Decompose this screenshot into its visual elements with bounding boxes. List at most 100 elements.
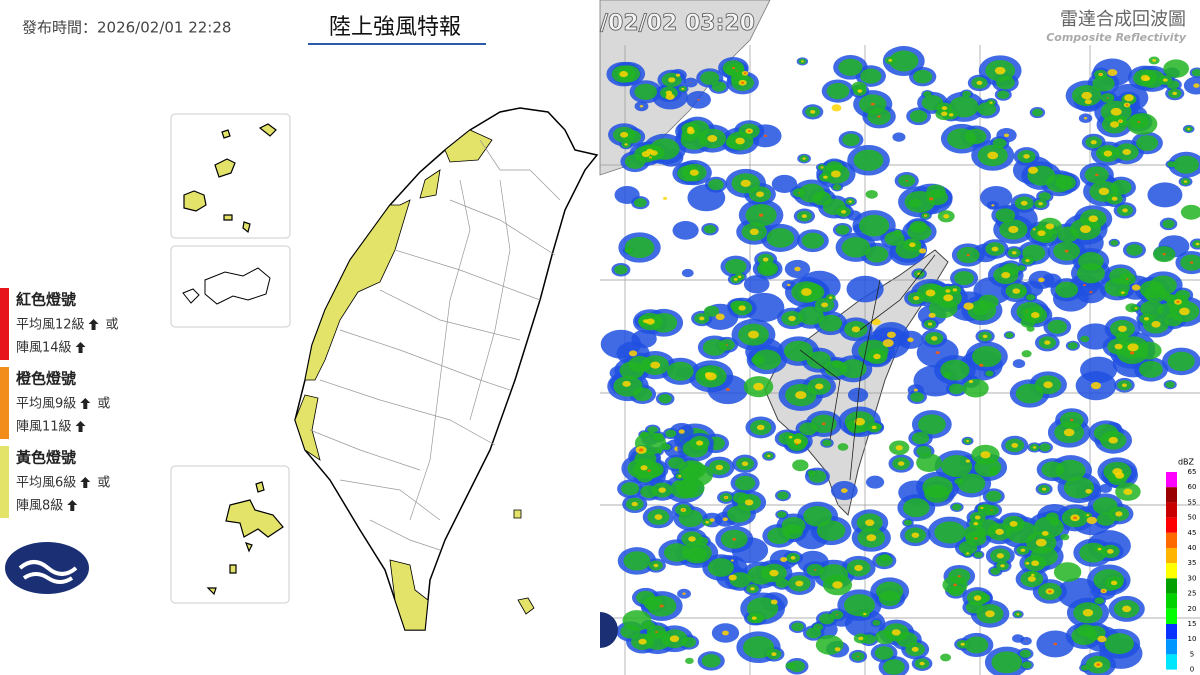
echo-blob xyxy=(744,499,754,506)
echo-blob xyxy=(927,322,933,326)
cwa-logo xyxy=(600,612,618,648)
map-title: 陸上強風特報 xyxy=(329,15,461,40)
echo-blob xyxy=(689,169,699,176)
echo-blob xyxy=(1053,642,1058,646)
echo-blob xyxy=(991,204,995,207)
echo-blob xyxy=(665,90,673,96)
echo-blob xyxy=(777,491,789,500)
echo-blob xyxy=(803,506,832,527)
echo-blob xyxy=(838,58,863,76)
echo-blob xyxy=(787,283,791,287)
scale-label: 40 xyxy=(1188,544,1197,552)
echo-blob xyxy=(1119,120,1122,122)
echo-blob xyxy=(1041,273,1062,288)
echo-blob xyxy=(619,71,628,78)
up-arrow xyxy=(80,398,91,409)
echo-blob xyxy=(874,646,894,660)
echo-blob xyxy=(705,520,710,524)
echo-blob xyxy=(799,422,817,436)
echo-blob xyxy=(1012,359,1026,369)
echo-blob xyxy=(873,353,881,360)
echo-blob xyxy=(1063,476,1095,499)
echo-blob xyxy=(697,98,700,101)
warning-coast xyxy=(294,129,535,631)
echo-blob xyxy=(767,454,771,458)
echo-blob xyxy=(795,580,804,587)
echo-blob xyxy=(652,433,664,441)
echo-blob xyxy=(741,461,749,467)
echo-blob xyxy=(1162,219,1175,229)
echo-blob xyxy=(911,646,919,652)
echo-blob xyxy=(1041,531,1049,536)
echo-blob xyxy=(747,129,751,133)
scale-cell xyxy=(1166,563,1177,579)
echo-blob xyxy=(844,609,886,639)
echo-blob xyxy=(715,464,724,471)
echo-blob xyxy=(981,507,983,509)
echo-blob xyxy=(730,559,734,562)
echo-blob xyxy=(828,296,833,299)
echo-blob xyxy=(695,536,709,546)
echo-blob xyxy=(813,569,817,571)
echo-blob xyxy=(826,82,850,100)
echo-blob xyxy=(1092,75,1115,92)
echo-blob xyxy=(685,657,694,664)
echo-blob xyxy=(1104,278,1130,297)
echo-blob xyxy=(687,184,726,212)
echo-blob xyxy=(1110,580,1118,586)
echo-blob xyxy=(1025,259,1030,263)
echo-blob xyxy=(921,95,944,111)
echo-blob xyxy=(1089,291,1093,294)
echo-blob xyxy=(621,482,640,496)
echo-blob xyxy=(840,488,848,493)
echo-blob xyxy=(653,563,659,568)
echo-blob xyxy=(1113,242,1115,244)
echo-blob xyxy=(753,382,764,391)
echo-blob xyxy=(966,552,970,555)
echo-blob xyxy=(668,457,685,469)
echo-blob xyxy=(1104,633,1134,655)
echo-blob xyxy=(738,305,746,311)
echo-blob xyxy=(990,567,1001,575)
county-boundaries xyxy=(799,254,936,481)
radar-timestamp: /02/02 03:20 xyxy=(600,11,755,36)
echo-blob xyxy=(672,221,699,240)
echo-blob xyxy=(677,165,700,182)
echo-blob xyxy=(871,318,881,326)
echo-blob xyxy=(1031,573,1035,577)
echo-blob xyxy=(1039,443,1051,452)
echo-blob xyxy=(892,132,906,142)
echo-blob xyxy=(631,329,657,348)
echo-blob xyxy=(1136,341,1162,360)
echo-blob xyxy=(1060,533,1070,541)
echo-blob xyxy=(1076,263,1105,284)
echo-blob xyxy=(953,583,957,587)
echo-blob xyxy=(1011,251,1017,255)
echo-blob xyxy=(1038,277,1045,283)
echo-blob xyxy=(821,422,826,426)
echo-blob xyxy=(1033,228,1035,230)
echo-blob xyxy=(862,634,876,644)
legend-or: 或 xyxy=(106,318,119,333)
echo-blob xyxy=(785,662,796,670)
echo-blob xyxy=(822,439,832,447)
echo-blob xyxy=(866,534,877,542)
echo-blob xyxy=(966,253,970,257)
scale-label: 20 xyxy=(1188,605,1197,613)
echo-blob xyxy=(756,191,764,198)
echo-blob xyxy=(1143,316,1150,321)
echo-blob xyxy=(1140,300,1164,318)
echo-blob xyxy=(703,305,720,317)
echo-blob xyxy=(976,80,983,85)
echo-blob xyxy=(1081,91,1092,100)
scale-label: 50 xyxy=(1188,514,1197,522)
echo-blob xyxy=(771,652,777,657)
echo-blob xyxy=(909,242,916,248)
echo-blob xyxy=(847,387,869,403)
scale-cell xyxy=(1166,548,1177,564)
penghu-islands xyxy=(206,481,284,596)
echo-blob xyxy=(967,300,997,321)
echo-blob xyxy=(690,82,692,84)
echo-blob xyxy=(806,351,832,369)
echo-blob xyxy=(801,214,808,219)
